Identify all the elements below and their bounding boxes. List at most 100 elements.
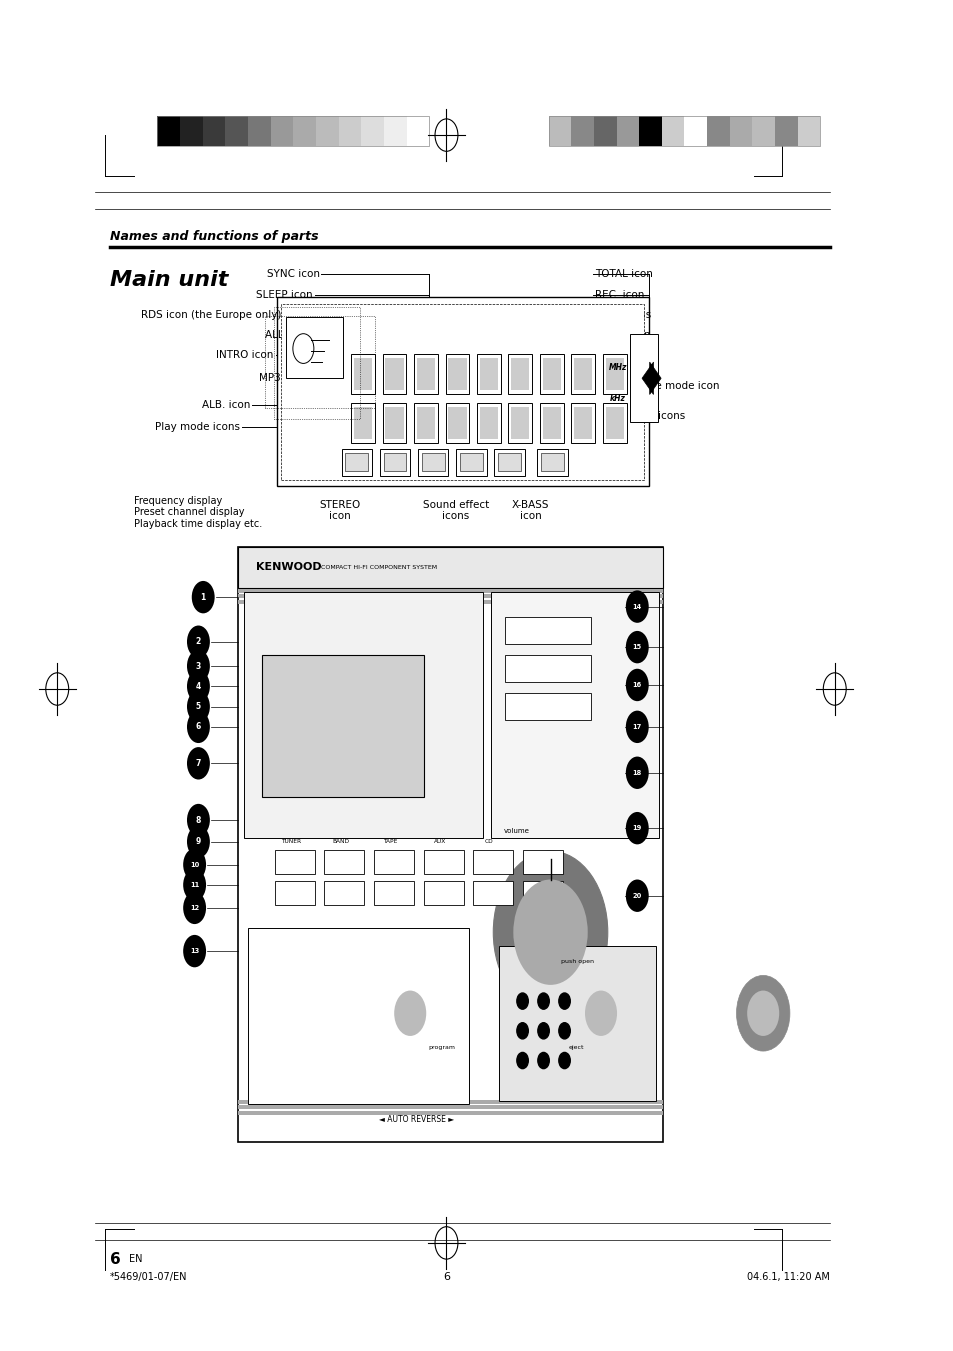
- Bar: [417, 449, 448, 476]
- Text: ALL icon: ALL icon: [264, 330, 308, 340]
- Bar: [423, 850, 463, 874]
- Circle shape: [187, 670, 210, 703]
- Text: 16: 16: [632, 682, 641, 688]
- Circle shape: [558, 1023, 570, 1039]
- Text: 14: 14: [632, 604, 641, 609]
- Bar: [238, 589, 662, 593]
- Bar: [354, 407, 372, 439]
- Bar: [537, 449, 567, 476]
- Text: 1: 1: [200, 593, 206, 601]
- Circle shape: [187, 626, 210, 658]
- Bar: [683, 116, 706, 146]
- Bar: [416, 407, 435, 439]
- Text: 7: 7: [195, 759, 201, 767]
- Bar: [522, 850, 562, 874]
- Bar: [423, 881, 463, 905]
- Circle shape: [187, 804, 210, 836]
- Text: RDS icon (the Europe only): RDS icon (the Europe only): [141, 309, 281, 320]
- Bar: [351, 354, 375, 394]
- Circle shape: [574, 975, 627, 1051]
- Bar: [238, 600, 662, 604]
- Circle shape: [192, 581, 214, 613]
- Circle shape: [625, 631, 648, 663]
- Bar: [548, 116, 571, 146]
- Bar: [274, 307, 359, 419]
- Bar: [729, 116, 752, 146]
- Text: REC. icon: REC. icon: [595, 289, 644, 300]
- Bar: [774, 116, 797, 146]
- Bar: [276, 297, 648, 486]
- Bar: [374, 881, 414, 905]
- Bar: [602, 354, 626, 394]
- Bar: [661, 116, 683, 146]
- Bar: [629, 334, 658, 422]
- Bar: [382, 354, 406, 394]
- Text: 6: 6: [195, 723, 201, 731]
- Text: CD: CD: [484, 839, 494, 844]
- Text: 11: 11: [190, 882, 199, 888]
- Text: Reverse mode icon: Reverse mode icon: [619, 381, 719, 392]
- Bar: [459, 453, 482, 471]
- Bar: [281, 304, 643, 480]
- Bar: [491, 592, 659, 838]
- Bar: [706, 116, 729, 146]
- Circle shape: [187, 711, 210, 743]
- Bar: [505, 617, 591, 644]
- Bar: [511, 358, 529, 390]
- Text: BAND: BAND: [332, 839, 349, 844]
- Text: Play icons: Play icons: [632, 411, 684, 422]
- Text: *5469/01-07/EN: *5469/01-07/EN: [110, 1271, 187, 1282]
- Bar: [574, 407, 592, 439]
- Bar: [238, 1111, 662, 1115]
- Bar: [274, 881, 314, 905]
- Text: volume: volume: [503, 828, 529, 834]
- Bar: [542, 407, 560, 439]
- Circle shape: [187, 650, 210, 682]
- Bar: [383, 116, 406, 146]
- Circle shape: [517, 1052, 528, 1069]
- Bar: [505, 693, 591, 720]
- Bar: [271, 116, 294, 146]
- Circle shape: [625, 880, 648, 912]
- Bar: [508, 403, 532, 443]
- Bar: [540, 453, 563, 471]
- Text: kHz: kHz: [610, 394, 625, 403]
- Circle shape: [736, 975, 789, 1051]
- Bar: [445, 354, 469, 394]
- Text: 6: 6: [442, 1271, 450, 1282]
- Bar: [494, 449, 524, 476]
- Bar: [238, 1105, 662, 1109]
- Circle shape: [517, 993, 528, 1009]
- Text: 9: 9: [195, 838, 201, 846]
- Text: AUX: AUX: [434, 839, 445, 844]
- Bar: [571, 403, 595, 443]
- Bar: [605, 407, 623, 439]
- Text: INTRO icon: INTRO icon: [216, 350, 274, 361]
- Bar: [341, 449, 372, 476]
- Text: 19: 19: [632, 825, 641, 831]
- Bar: [539, 403, 563, 443]
- Text: TOTAL icon: TOTAL icon: [595, 269, 653, 280]
- Bar: [497, 453, 520, 471]
- Bar: [406, 116, 429, 146]
- Text: 6: 6: [110, 1251, 120, 1267]
- Bar: [345, 453, 368, 471]
- Text: 2: 2: [195, 638, 201, 646]
- Bar: [385, 358, 403, 390]
- Bar: [479, 407, 497, 439]
- Text: 10: 10: [190, 862, 199, 867]
- Text: 5: 5: [195, 703, 201, 711]
- Bar: [571, 116, 593, 146]
- Bar: [473, 881, 513, 905]
- Circle shape: [394, 990, 426, 1036]
- Bar: [324, 850, 364, 874]
- Text: 13: 13: [190, 948, 199, 954]
- Text: SYNC icon: SYNC icon: [266, 269, 319, 280]
- Text: X-BASS
icon: X-BASS icon: [511, 500, 549, 521]
- Text: EN: EN: [129, 1254, 142, 1265]
- Polygon shape: [641, 362, 653, 394]
- Text: eject: eject: [568, 1044, 583, 1050]
- Text: 15: 15: [632, 644, 641, 650]
- Bar: [354, 358, 372, 390]
- Bar: [414, 354, 437, 394]
